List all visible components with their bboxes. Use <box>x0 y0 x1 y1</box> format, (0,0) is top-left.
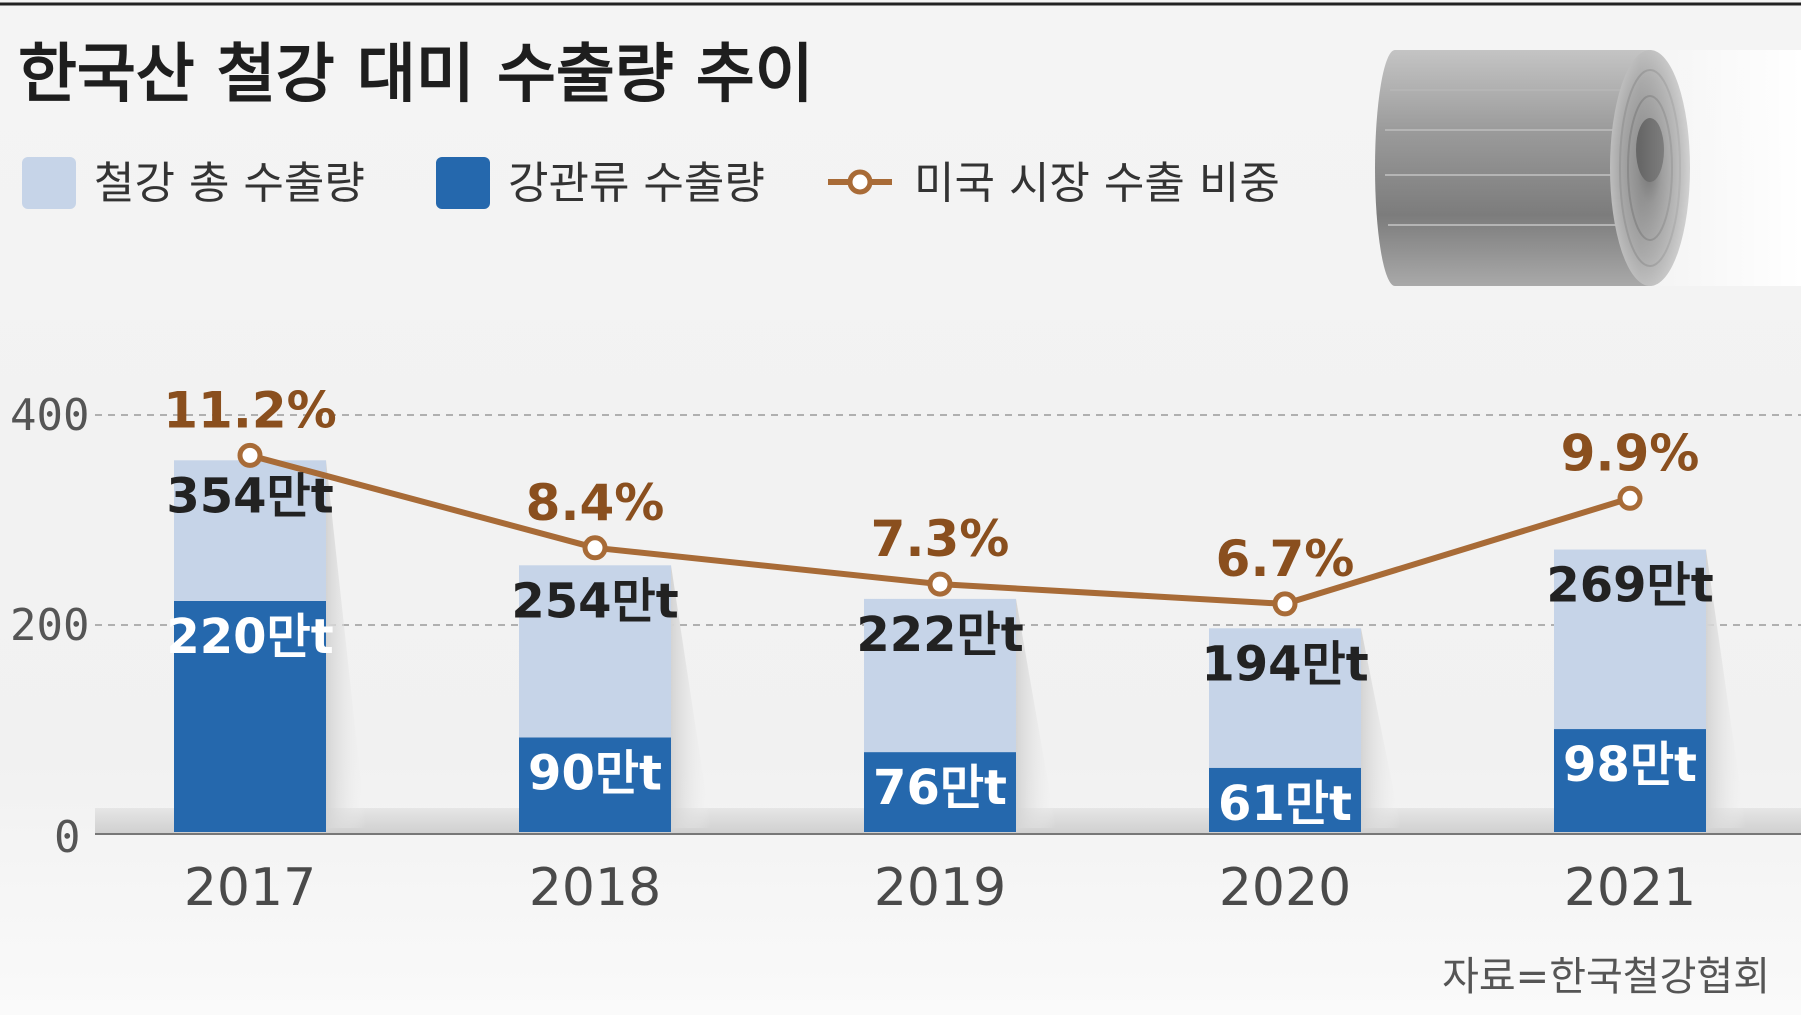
label-pipe-2017: 220만t <box>166 609 333 665</box>
share-point-2021 <box>1617 485 1643 511</box>
legend-label-share: 미국 시장 수출 비중 <box>914 158 1280 209</box>
x-tick-2018: 2018 <box>529 858 661 918</box>
label-total-2021: 269만t <box>1546 558 1713 614</box>
legend-label-total: 철강 총 수출량 <box>94 158 365 209</box>
bars <box>174 460 1706 832</box>
label-total-2020: 194만t <box>1201 636 1368 692</box>
x-tick-2017: 2017 <box>184 858 316 918</box>
bar-pipe-2019 <box>864 752 1016 832</box>
share-label-2021: 9.9% <box>1561 424 1700 482</box>
label-total-2017: 354만t <box>166 468 333 524</box>
label-pipe-2018: 90만t <box>528 746 662 802</box>
x-tick-2019: 2019 <box>874 858 1006 918</box>
legend-item-share: 미국 시장 수출 비중 <box>828 158 1280 209</box>
legend-marker-share <box>847 169 873 195</box>
y-tick-200: 200 <box>10 600 89 651</box>
bar-shadow-2021 <box>1706 549 1746 828</box>
data-labels: 354만t 220만t 254만t 90만t 222만t 76만t 194만t 61만t 269… <box>166 468 1713 832</box>
label-pipe-2019: 76만t <box>873 760 1007 816</box>
share-line-series: 11.2% 8.4% 7.3% 6.7% 9.9% <box>163 381 1700 617</box>
bar-shadow-2020 <box>1361 628 1401 828</box>
bar-pipe-2018 <box>519 737 671 832</box>
label-pipe-2021: 98만t <box>1563 737 1697 793</box>
share-point-2017 <box>237 442 263 468</box>
label-total-2019: 222만t <box>856 607 1023 663</box>
x-axis-ticks: 2017 2018 2019 2020 2021 <box>184 858 1696 918</box>
legend-item-pipe: 강관류 수출량 <box>436 157 765 209</box>
x-tick-2021: 2021 <box>1564 858 1696 918</box>
share-label-2020: 6.7% <box>1216 530 1355 588</box>
y-tick-0: 0 <box>54 812 81 863</box>
legend-swatch-pipe <box>436 157 490 209</box>
legend-swatch-total <box>22 157 76 209</box>
bar-shadows <box>326 460 1746 828</box>
bar-pipe-2020 <box>1209 767 1361 832</box>
label-total-2018: 254만t <box>511 573 678 629</box>
source-note: 자료=한국철강협회 <box>1442 954 1770 1000</box>
share-point-2018 <box>582 535 608 561</box>
x-tick-2020: 2020 <box>1219 858 1351 918</box>
share-point-2019 <box>927 571 953 597</box>
label-pipe-2020: 61만t <box>1218 776 1352 832</box>
legend-label-pipe: 강관류 수출량 <box>508 158 765 209</box>
y-tick-400: 400 <box>10 390 89 441</box>
share-point-2020 <box>1272 591 1298 617</box>
bar-shadow-2017 <box>326 460 366 828</box>
y-axis: 400 200 0 <box>10 390 1801 863</box>
share-label-2019: 7.3% <box>871 510 1010 568</box>
bar-shadow-2019 <box>1016 598 1056 828</box>
steel-coil-icon <box>1375 50 1801 286</box>
share-label-2018: 8.4% <box>526 474 665 532</box>
legend-item-total: 철강 총 수출량 <box>22 157 365 209</box>
bar-pipe-2021 <box>1554 729 1706 832</box>
chart-title: 한국산 철강 대미 수출량 추이 <box>18 38 814 112</box>
bar-pipe-2017 <box>174 601 326 832</box>
bar-shadow-2018 <box>671 565 711 828</box>
legend: 철강 총 수출량 강관류 수출량 미국 시장 수출 비중 <box>22 157 1280 209</box>
share-label-2017: 11.2% <box>163 381 336 439</box>
